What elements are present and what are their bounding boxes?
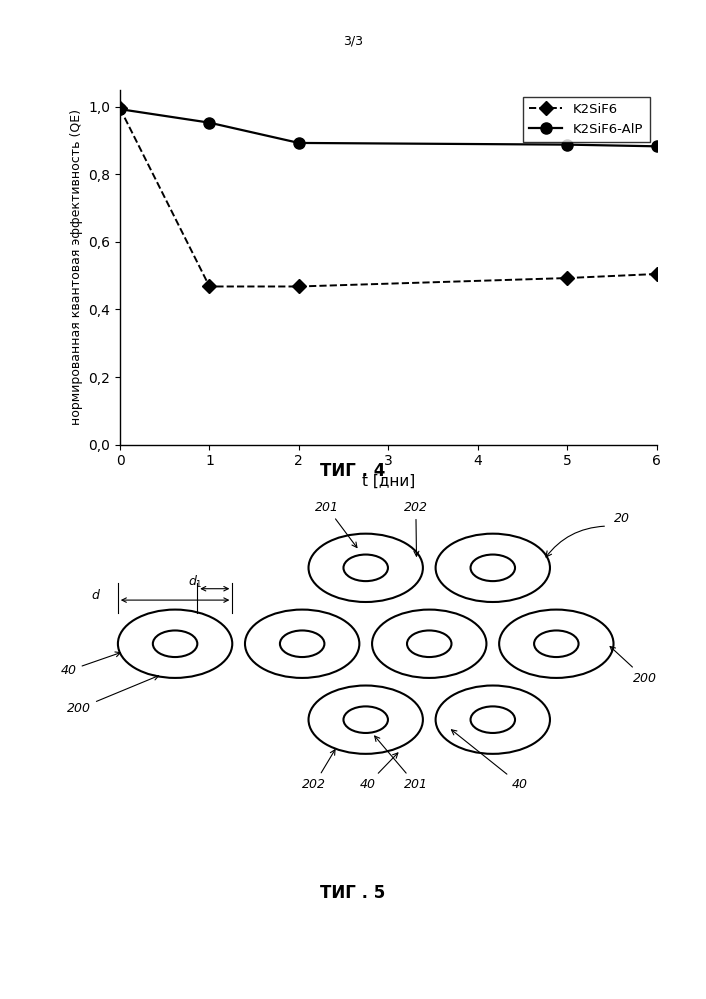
Text: ΤИГ . 4: ΤИГ . 4 bbox=[321, 462, 385, 480]
K2SiF6 bbox=[652, 268, 661, 280]
Text: 200: 200 bbox=[610, 646, 657, 684]
K2SiF6-AlP bbox=[205, 117, 214, 129]
X-axis label: t [дни]: t [дни] bbox=[361, 474, 415, 489]
Text: 202: 202 bbox=[302, 749, 335, 791]
Text: 202: 202 bbox=[404, 500, 428, 556]
Text: ΤИГ . 5: ΤИГ . 5 bbox=[321, 884, 385, 902]
Text: d: d bbox=[92, 589, 100, 602]
K2SiF6 bbox=[294, 281, 303, 293]
Text: 200: 200 bbox=[67, 675, 159, 715]
K2SiF6-AlP bbox=[116, 103, 124, 115]
Text: 3/3: 3/3 bbox=[343, 35, 363, 48]
K2SiF6 bbox=[116, 103, 124, 115]
K2SiF6-AlP bbox=[652, 140, 661, 152]
Text: 201: 201 bbox=[315, 500, 357, 547]
K2SiF6-AlP bbox=[294, 137, 303, 149]
K2SiF6-AlP bbox=[563, 139, 571, 151]
K2SiF6 bbox=[563, 272, 571, 284]
Line: K2SiF6: K2SiF6 bbox=[115, 104, 662, 292]
Line: K2SiF6-AlP: K2SiF6-AlP bbox=[114, 104, 662, 152]
Text: 201: 201 bbox=[375, 736, 428, 791]
K2SiF6 bbox=[205, 281, 214, 293]
Text: 20: 20 bbox=[614, 512, 630, 525]
Text: 40: 40 bbox=[359, 753, 398, 791]
Legend: K2SiF6, K2SiF6-AlP: K2SiF6, K2SiF6-AlP bbox=[522, 97, 650, 142]
Text: 40: 40 bbox=[61, 652, 121, 677]
Text: 40: 40 bbox=[451, 730, 528, 791]
Y-axis label: нормированная квантовая эффективность (QE): нормированная квантовая эффективность (Q… bbox=[70, 109, 83, 426]
Text: $d_1$: $d_1$ bbox=[188, 573, 203, 589]
